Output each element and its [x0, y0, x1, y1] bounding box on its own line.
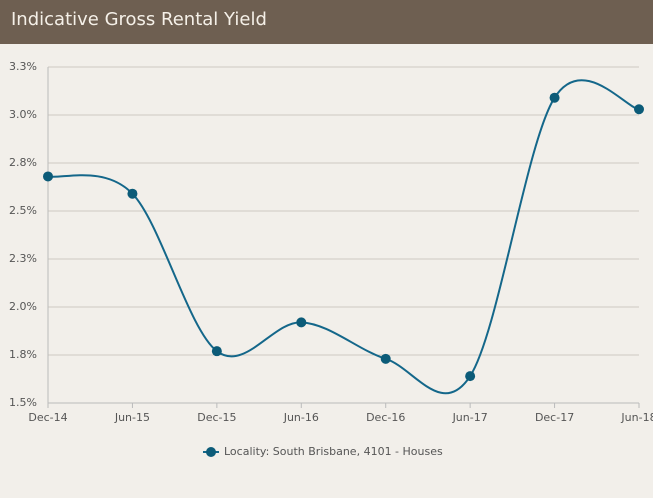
x-tick-label: Jun-18	[620, 411, 653, 424]
header-bar: Indicative Gross Rental Yield	[0, 0, 653, 44]
x-tick-label: Jun-16	[283, 411, 319, 424]
series-line	[47, 79, 640, 395]
data-point	[127, 188, 138, 199]
x-tick-label: Dec-16	[366, 411, 405, 424]
legend-label: Locality: South Brisbane, 4101 - Houses	[224, 445, 443, 458]
y-tick-label: 2.8%	[9, 156, 37, 169]
y-tick-label: 3.0%	[9, 108, 37, 121]
chart: 1.5% 1.8% 2.0% 2.3% 2.5% 2.8% 3.0% 3.3% Dec-14 Ju…	[9, 60, 653, 458]
y-tick-label: 2.3%	[9, 252, 37, 265]
data-point	[465, 371, 476, 382]
legend-marker	[206, 447, 216, 457]
data-point	[634, 104, 644, 115]
data-point	[380, 353, 391, 364]
data-point	[43, 171, 53, 182]
x-tick-label: Jun-17	[452, 411, 488, 424]
data-point	[211, 346, 222, 357]
data-point	[549, 92, 560, 103]
x-tick-label: Jun-15	[114, 411, 150, 424]
data-point	[296, 317, 307, 328]
x-tick-label: Dec-14	[28, 411, 67, 424]
page-title: Indicative Gross Rental Yield	[11, 9, 267, 30]
x-tick-label: Dec-17	[535, 411, 574, 424]
y-tick-label: 3.3%	[9, 60, 37, 73]
y-tick-label: 2.0%	[9, 300, 37, 313]
y-tick-label: 1.5%	[9, 396, 37, 409]
y-tick-label: 2.5%	[9, 204, 37, 217]
x-tick-label: Dec-15	[197, 411, 236, 424]
y-tick-label: 1.8%	[9, 348, 37, 361]
